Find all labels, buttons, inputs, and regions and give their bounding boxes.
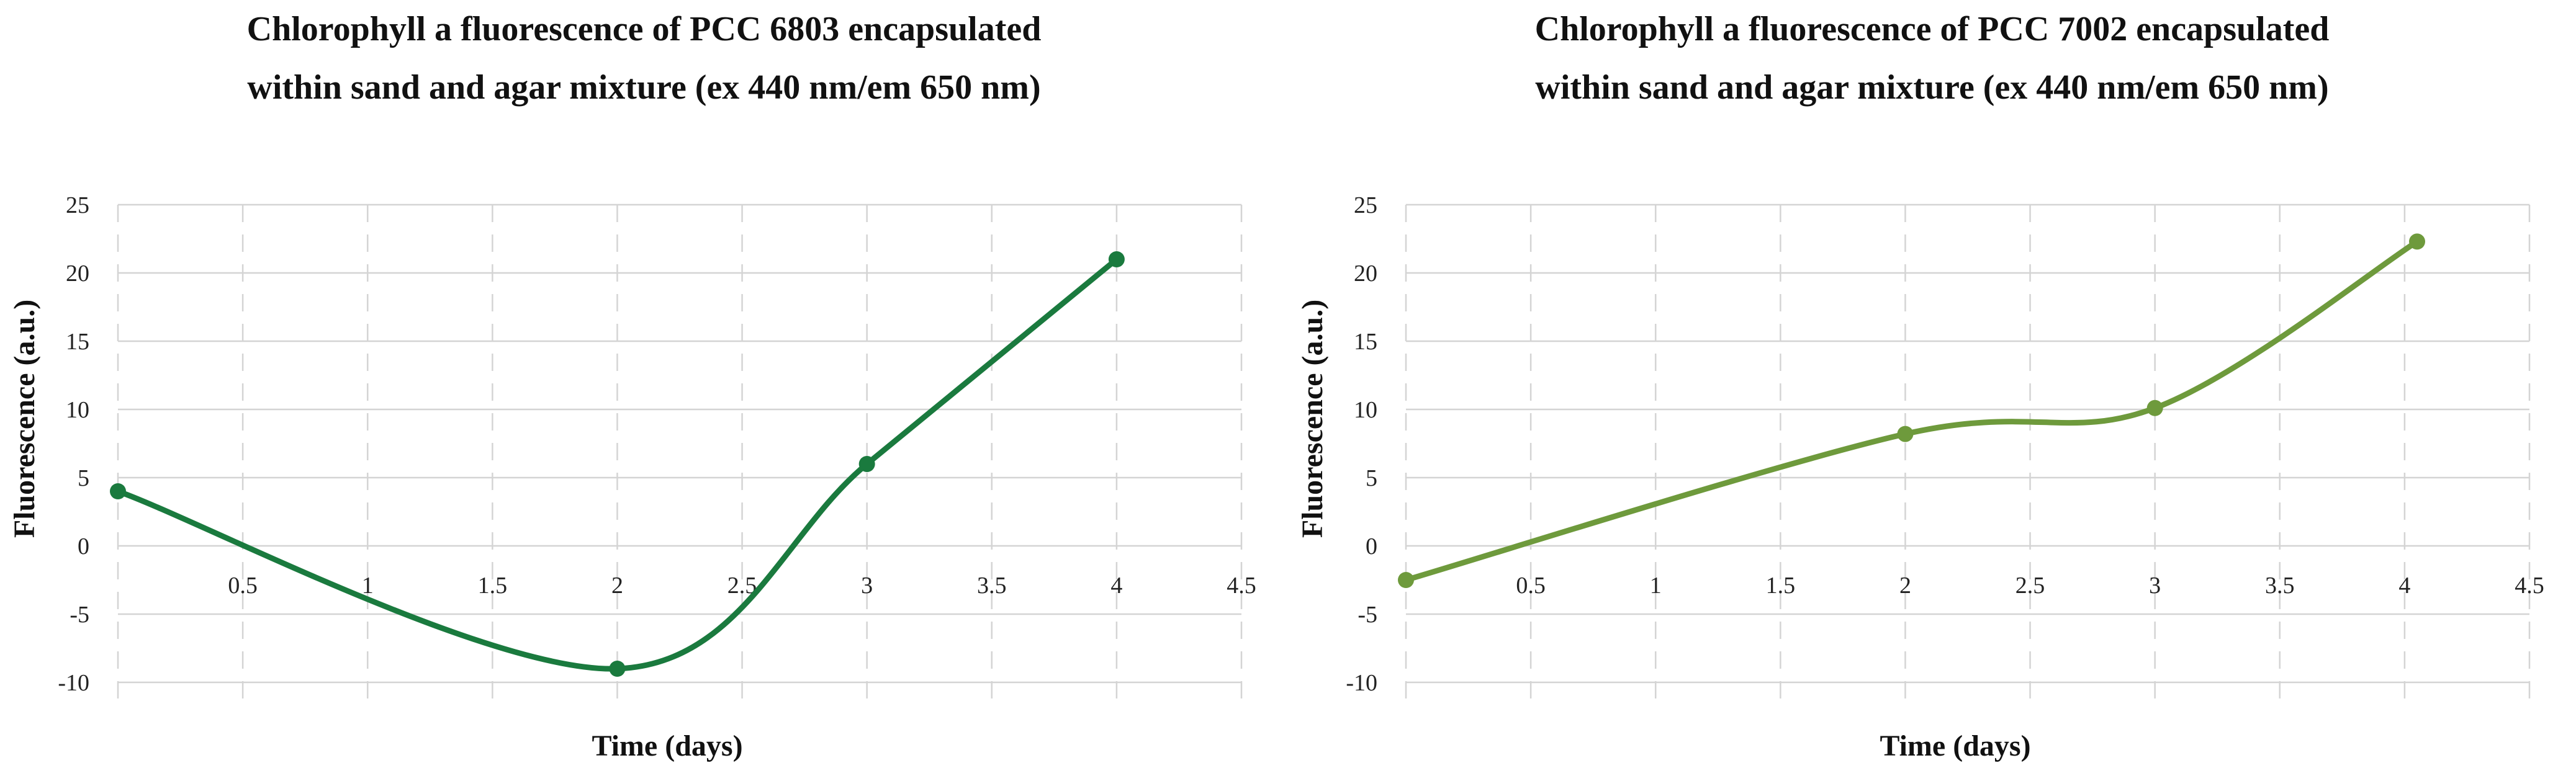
y-tick-label: 0 [1366, 533, 1377, 560]
x-axis-title: Time (days) [592, 730, 742, 762]
data-point [858, 456, 875, 472]
y-tick-label: -5 [1358, 602, 1377, 628]
y-tick-label: 10 [66, 397, 89, 423]
x-tick-label: 4.5 [2515, 573, 2544, 599]
x-tick-label: 3.5 [2265, 573, 2295, 599]
chart-title-line-2: within sand and agar mixture (ex 440 nm/… [247, 68, 1041, 107]
chart-title-line-2: within sand and agar mixture (ex 440 nm/… [1535, 68, 2329, 107]
y-tick-label: 20 [66, 261, 89, 287]
x-tick-label: 2.5 [2015, 573, 2045, 599]
x-tick-label: 2 [1899, 573, 1911, 599]
y-tick-label: 5 [1366, 465, 1377, 491]
plot-area: 0.5 1 1.5 2 2.5 3 3.5 4 4.5 -10 -5 0 5 10 15 20 25 Time (… [1296, 192, 2544, 762]
x-tick-label: 1.5 [478, 573, 508, 599]
chart-title: Chlorophyll a fluorescence of PCC 7002 e… [1288, 0, 2576, 117]
y-tick-label: 0 [78, 533, 89, 560]
y-tick-label: 25 [66, 192, 89, 218]
data-point [609, 661, 626, 677]
y-tick-label: 25 [1354, 192, 1377, 218]
x-tick-label: 4.5 [1227, 573, 1256, 599]
chart-title-line-1: Chlorophyll a fluorescence of PCC 6803 e… [246, 10, 1042, 48]
y-tick-label: 15 [1354, 329, 1377, 355]
y-tick-label: -10 [1346, 670, 1377, 696]
x-tick-label: 4 [2398, 573, 2410, 599]
x-tick-label: 0.5 [1516, 573, 1546, 599]
y-tick-label: 10 [1354, 397, 1377, 423]
y-tick-label: 20 [1354, 261, 1377, 287]
y-tick-label: -10 [58, 670, 89, 696]
data-point [110, 483, 126, 499]
x-tick-label: 3 [861, 573, 873, 599]
x-tick-label: 4 [1110, 573, 1122, 599]
y-axis-title: Fluorescence (a.u.) [8, 300, 41, 538]
x-tick-label: 1.5 [1766, 573, 1796, 599]
data-point [2146, 399, 2163, 416]
x-axis-title: Time (days) [1880, 730, 2030, 762]
chart-pcc-7002: Chlorophyll a fluorescence of PCC 7002 e… [1288, 0, 2576, 763]
y-tick-label: 5 [78, 465, 89, 491]
y-tick-label: -5 [70, 602, 89, 628]
x-tick-label: 3 [2149, 573, 2161, 599]
series-line [1403, 238, 2420, 583]
x-tick-label: 1 [362, 573, 374, 599]
series-line [115, 256, 1120, 672]
data-point [1398, 572, 1414, 588]
x-tick-label: 0.5 [228, 573, 258, 599]
data-point [1897, 426, 1914, 442]
x-tick-label: 1 [1650, 573, 1662, 599]
x-tick-label: 3.5 [977, 573, 1007, 599]
data-point [2409, 233, 2425, 250]
y-axis-title: Fluorescence (a.u.) [1296, 300, 1329, 538]
chart-pcc-6803: Chlorophyll a fluorescence of PCC 6803 e… [0, 0, 1288, 762]
y-tick-label: 15 [66, 329, 89, 355]
data-point [1108, 251, 1125, 267]
chart-title: Chlorophyll a fluorescence of PCC 6803 e… [0, 0, 1288, 117]
chart-title-line-1: Chlorophyll a fluorescence of PCC 7002 e… [1534, 10, 2330, 48]
x-tick-label: 2 [611, 573, 623, 599]
